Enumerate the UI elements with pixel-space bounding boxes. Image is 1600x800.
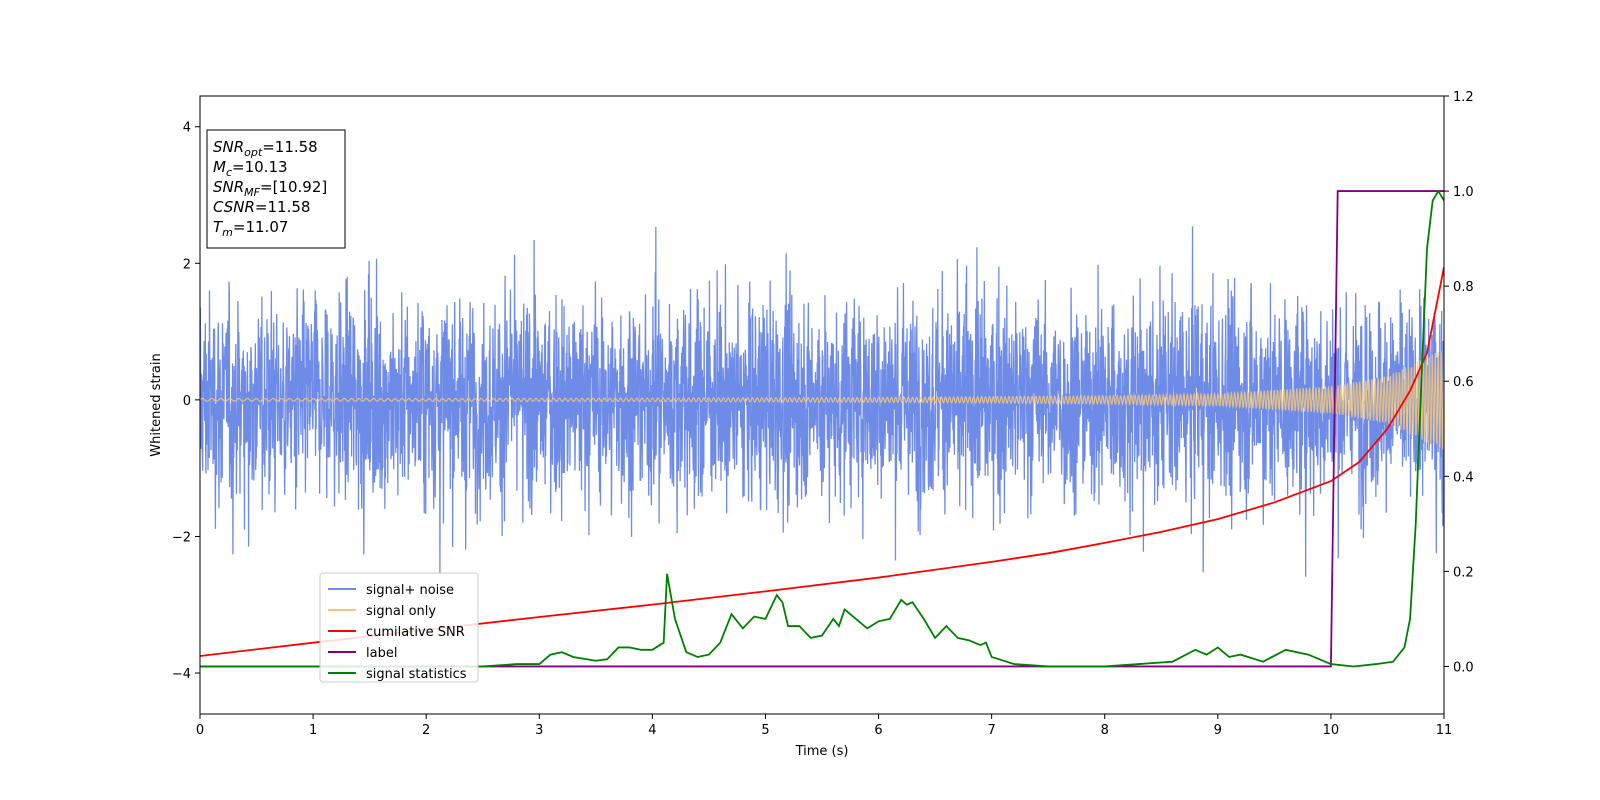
- info-box-line: SNRopt=11.58: [213, 138, 318, 159]
- plot-frame: [199, 95, 1445, 715]
- info-box-value: =11.07: [233, 218, 289, 236]
- series-cumulative-snr: [200, 266, 1444, 657]
- x-tick-label: 2: [422, 723, 430, 738]
- y-tick-label: 0: [183, 394, 191, 409]
- info-box-value: =10.13: [232, 158, 288, 176]
- info-box-value: =11.58: [255, 198, 311, 216]
- legend-entry: signal statistics: [366, 667, 467, 682]
- y-axis-label: Whitened strain: [149, 353, 164, 456]
- x-tick-label: 0: [196, 723, 204, 738]
- x-tick-label: 6: [874, 723, 882, 738]
- y-tick-label: 4: [183, 121, 191, 136]
- legend-entry: label: [366, 646, 397, 661]
- y2-tick-label: 0.0: [1453, 660, 1474, 675]
- info-box-subscript: opt: [244, 146, 263, 159]
- info-box-line: Tm=11.07: [213, 218, 288, 239]
- info-box-symbol: M: [213, 158, 226, 176]
- legend-entry: cumilative SNR: [366, 625, 465, 640]
- info-box-line: Mc=10.13: [213, 158, 288, 179]
- x-tick-label: 1: [309, 723, 317, 738]
- info-box-symbol: CSNR: [213, 198, 255, 216]
- info-box-symbol: SNR: [213, 178, 244, 196]
- legend-entry: signal only: [366, 604, 436, 619]
- y2-tick-label: 0.8: [1453, 280, 1474, 295]
- x-tick-label: 11: [1436, 723, 1453, 738]
- legend-entry: signal+ noise: [366, 583, 454, 598]
- x-axis: 0 1 2 3 4 5 6 7 8 9 10 11: [196, 714, 1452, 738]
- info-box-subscript: c: [226, 166, 232, 179]
- y2-tick-label: 1.0: [1453, 185, 1474, 200]
- series-signal-noise: [200, 226, 1444, 577]
- info-box-subscript: MF: [244, 186, 260, 199]
- y2-tick-label: 1.2: [1453, 90, 1474, 105]
- y2-tick-label: 0.6: [1453, 375, 1474, 390]
- info-box-symbol: T: [213, 218, 224, 236]
- y-tick-label: −2: [172, 530, 191, 545]
- series-signal-only: [200, 351, 1444, 450]
- x-axis-label: Time (s): [795, 744, 849, 759]
- info-box: SNRopt=11.58Mc=10.13SNRMF=[10.92]CSNR=11…: [206, 129, 346, 249]
- info-box-value: =[10.92]: [260, 178, 327, 196]
- y-tick-label: 2: [183, 257, 191, 272]
- y2-tick-label: 0.4: [1453, 470, 1474, 485]
- y2-tick-label: 0.2: [1453, 565, 1474, 580]
- legend: signal+ noise signal only cumilative SNR la…: [319, 572, 479, 683]
- y-tick-label: −4: [172, 667, 191, 682]
- x-tick-label: 5: [761, 723, 769, 738]
- x-tick-label: 8: [1101, 723, 1109, 738]
- info-box-line: SNRMF=[10.92]: [213, 178, 327, 199]
- series-label: [200, 190, 1444, 668]
- x-tick-label: 4: [648, 723, 656, 738]
- x-tick-label: 7: [987, 723, 995, 738]
- x-tick-label: 10: [1323, 723, 1340, 738]
- info-box-symbol: SNR: [213, 138, 244, 156]
- y-axis-right: 1.2 1.0 0.8 0.6 0.4 0.2 0.0: [1444, 90, 1474, 675]
- info-box-line: CSNR=11.58: [213, 198, 310, 216]
- plot-area: [200, 189, 1444, 668]
- series-signal-statistics: [200, 189, 1444, 668]
- series-layer: [200, 189, 1444, 668]
- x-tick-label: 9: [1214, 723, 1222, 738]
- x-tick-label: 3: [535, 723, 543, 738]
- y-axis-left: 4 2 0 −2 −4: [172, 121, 200, 682]
- info-box-subscript: m: [222, 226, 233, 239]
- info-box-value: =11.58: [262, 138, 318, 156]
